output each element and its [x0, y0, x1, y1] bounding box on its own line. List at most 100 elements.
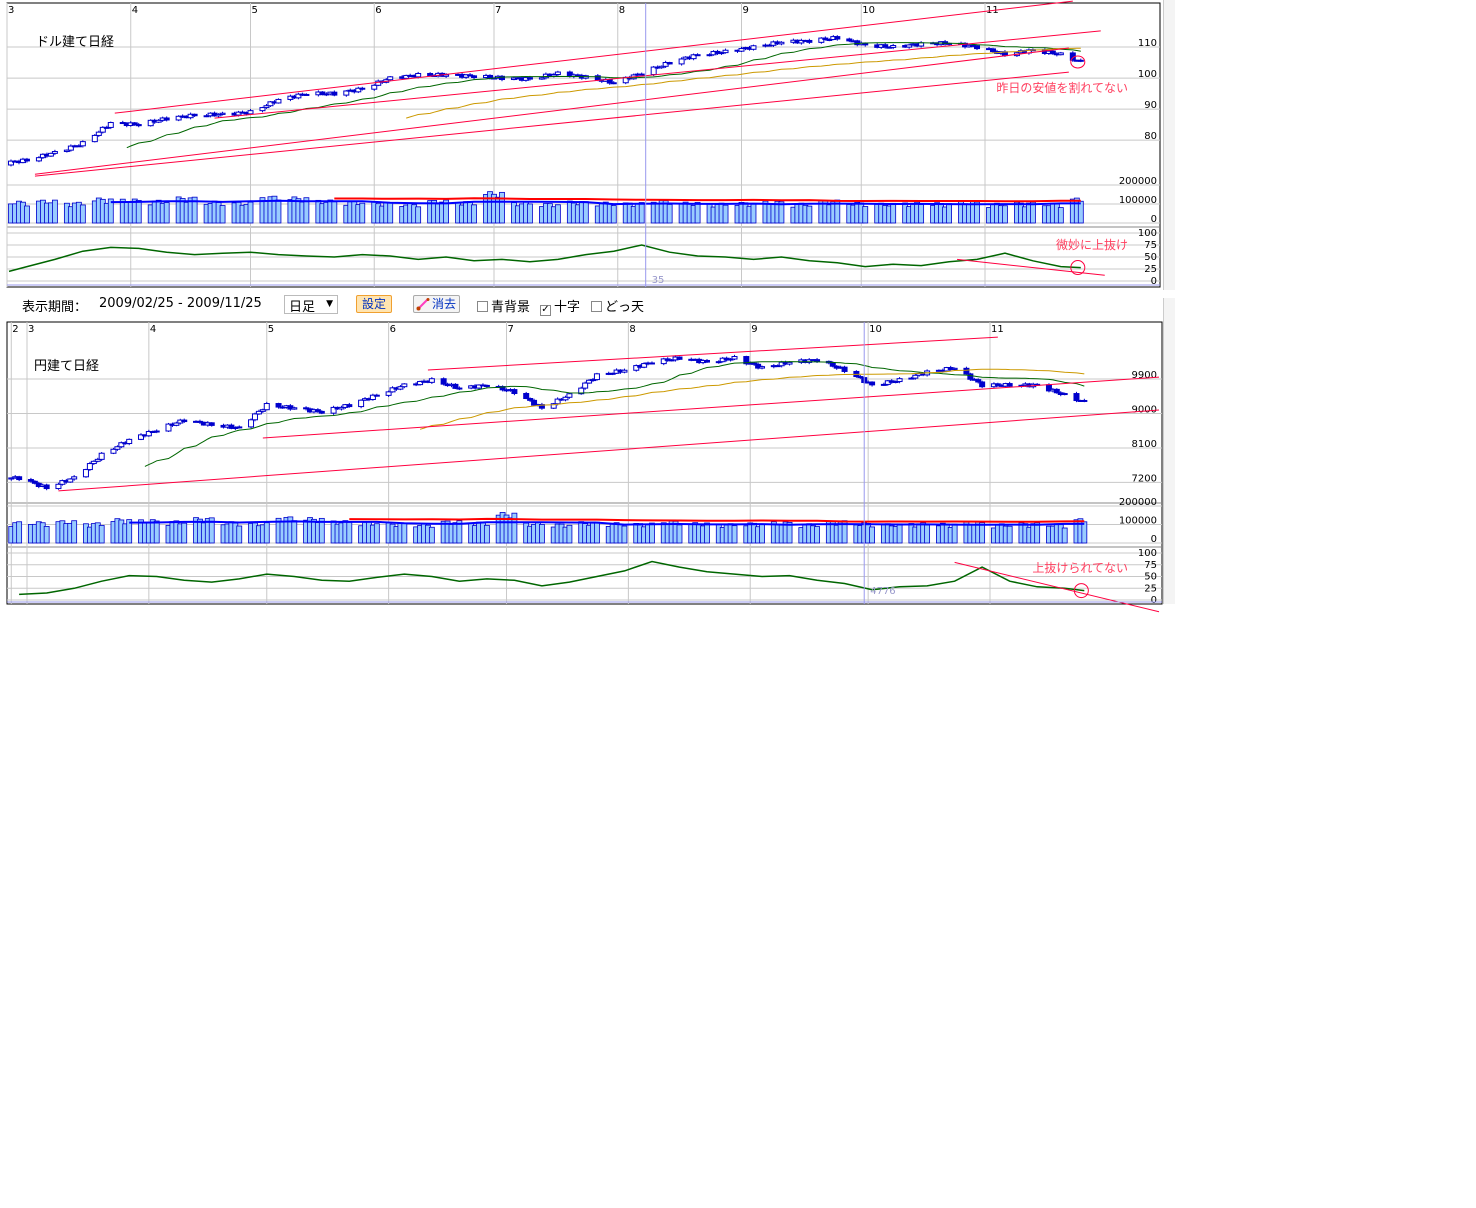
month-tick-label: 3 [8, 5, 14, 16]
chart-frame [6, 2, 1161, 288]
oscillator-tick-label: 0 [1151, 595, 1157, 606]
volume-bar [107, 198, 114, 224]
volume-bar [1002, 205, 1008, 224]
volume-bar [43, 526, 50, 544]
interval-select[interactable]: 日足 ▼ [284, 295, 338, 315]
candle [428, 378, 435, 383]
period-value: 2009/02/25 - 2009/11/25 [99, 296, 262, 311]
candle [594, 75, 601, 81]
candle [633, 365, 640, 371]
candle [90, 460, 97, 465]
candle [906, 44, 913, 48]
candle [1053, 388, 1060, 394]
candle [248, 419, 255, 428]
candle [456, 387, 463, 390]
annotation-text: 微妙に上抜け [1056, 238, 1128, 252]
month-tick-label: 11 [991, 324, 1004, 335]
crosshair-value-label: 4776 [870, 586, 895, 597]
candle [291, 407, 298, 410]
oscillator-line [8, 244, 1081, 273]
side-scrollbar-2[interactable] [1163, 298, 1175, 604]
candle [118, 442, 125, 448]
set-button[interactable]: 設定 [356, 295, 393, 313]
candle [554, 71, 561, 76]
candle [658, 65, 665, 69]
candle [531, 399, 538, 406]
candle [330, 406, 337, 414]
candle [912, 374, 919, 379]
volume-bar [946, 203, 952, 224]
volume-bar [974, 201, 980, 224]
checkbox-label: どっ天 [605, 300, 645, 315]
volume-bar [539, 524, 545, 544]
month-tick-label: 7 [508, 324, 514, 335]
volume-ma-long-line [349, 517, 1085, 523]
volume-bar [499, 191, 505, 224]
candle [722, 49, 729, 54]
candle [43, 484, 50, 490]
candle [452, 383, 459, 389]
volume-bar [263, 522, 270, 544]
candle [318, 410, 325, 414]
volume-bar [373, 523, 380, 544]
oscillator-tick-label: 25 [1144, 264, 1157, 275]
candle [989, 48, 996, 53]
trendline [427, 336, 998, 371]
candle [358, 399, 365, 408]
candle [86, 463, 93, 471]
volume-bar [387, 202, 394, 224]
volume-bar [1077, 200, 1084, 224]
candle [263, 403, 270, 411]
volume-bar [750, 203, 757, 224]
candle [498, 75, 505, 81]
candle [610, 82, 617, 85]
candle [562, 396, 569, 401]
volume-bar [275, 199, 282, 224]
checkbox-box[interactable] [591, 301, 602, 312]
volume-bar [303, 197, 310, 224]
candle [355, 87, 362, 93]
candle [641, 363, 648, 368]
checkbox-blue-background[interactable]: 青背景 [477, 296, 530, 315]
checkbox-box-checked[interactable]: ✓ [540, 304, 551, 316]
trendline [58, 409, 1160, 492]
clear-button[interactable]: 消去 [413, 295, 461, 313]
crosshair-value-label: 35 [652, 275, 665, 286]
volume-bar [191, 196, 198, 224]
oscillator-tick-label: 50 [1144, 572, 1157, 583]
price-tick-label: 7200 [1132, 473, 1157, 484]
oscillator-tick-label: 0 [1151, 276, 1157, 287]
checkbox-dotten[interactable]: どっ天 [591, 296, 644, 315]
candle [137, 434, 144, 440]
trendline [114, 0, 1073, 114]
volume-bar [582, 201, 589, 224]
candle [1057, 52, 1064, 56]
candle [963, 367, 970, 375]
volume-bar [346, 521, 353, 544]
candle [1077, 59, 1084, 62]
checkbox-crosshair[interactable]: ✓ 十字 [540, 296, 580, 316]
volume-bar [163, 202, 170, 224]
candle [818, 37, 825, 43]
checkbox-label: 青背景 [491, 300, 531, 315]
period-label: 表示期間： [22, 300, 88, 315]
volume-bar [318, 517, 325, 544]
volume-bar [731, 525, 738, 544]
side-scrollbar[interactable] [1163, 0, 1175, 290]
candle [550, 403, 557, 409]
candle [82, 469, 89, 478]
month-tick-label: 10 [869, 324, 882, 335]
month-tick-label: 4 [150, 324, 156, 335]
candle [114, 446, 121, 450]
candle [208, 422, 215, 426]
candle [869, 381, 876, 386]
oscillator-line [19, 560, 1085, 596]
volume-bar [71, 520, 78, 544]
oscillator-tick-label: 50 [1144, 252, 1157, 263]
candle [822, 37, 829, 40]
candle [385, 391, 392, 396]
candle [107, 122, 114, 128]
candle [566, 393, 573, 398]
chart-title: ドル建て日経 [36, 35, 114, 50]
checkbox-box[interactable] [477, 301, 488, 312]
